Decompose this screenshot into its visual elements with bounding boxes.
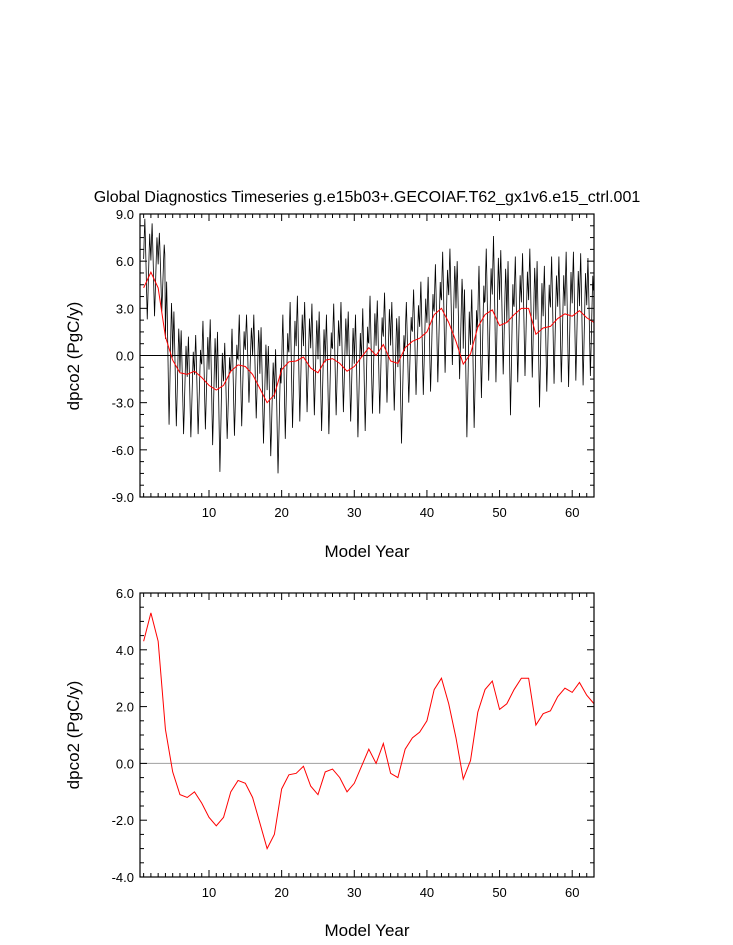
x-tick-label: 50 [492,885,506,900]
y-tick-label: -9.0 [112,490,134,505]
y-tick-label: -3.0 [112,396,134,411]
y-tick-label: 6.0 [116,586,134,601]
x-tick-label: 40 [420,505,434,520]
top-panel: 10 20 30 40 50 60 -9.0 -6.0 -3.0 0.0 3.0 6.0 9.0 Mode… [64,207,595,561]
chart-title: Global Diagnostics Timeseries g.e15b03+.… [94,189,641,206]
x-tick-label: 30 [347,505,361,520]
x-axis-title: Model Year [324,921,409,940]
bottom-panel: 10 20 30 40 50 60 -4.0 -2.0 0.0 2.0 4.0 6.0 Model Ye… [64,586,595,940]
y-tick-label: 3.0 [116,301,134,316]
x-tick-label: 20 [274,885,288,900]
x-tick-label: 60 [565,505,579,520]
x-tick-label: 10 [202,505,216,520]
y-tick-label: -2.0 [112,813,134,828]
x-tick-label: 20 [274,505,288,520]
y-axis-title: dpco2 (PgC/y) [64,681,83,790]
annual-mean-series-line [143,612,595,850]
x-tick-label: 50 [492,505,506,520]
y-tick-label: 2.0 [116,700,134,715]
annual-mean-series-line [143,270,595,404]
y-tick-label: 9.0 [116,207,134,222]
plot-frame [139,592,595,878]
x-axis-title: Model Year [324,542,409,561]
y-tick-label: 0.0 [116,349,134,364]
x-tick-label: 40 [420,885,434,900]
y-tick-label: 0.0 [116,756,134,771]
x-tick-label: 60 [565,885,579,900]
x-tick-label: 10 [202,885,216,900]
y-tick-label: -6.0 [112,443,134,458]
monthly-series-line [143,218,594,474]
y-tick-label: 4.0 [116,643,134,658]
y-tick-label: -4.0 [112,870,134,885]
y-axis-title: dpco2 (PgC/y) [64,302,83,411]
x-tick-label: 30 [347,885,361,900]
y-tick-label: 6.0 [116,254,134,269]
